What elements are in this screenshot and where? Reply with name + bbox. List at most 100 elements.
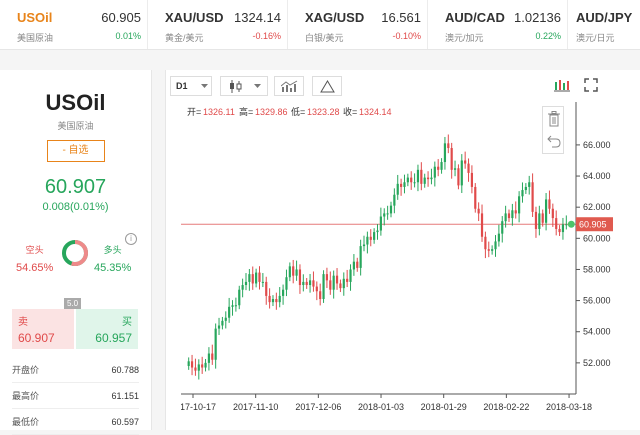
long-sentiment: 多头 45.35% [94, 243, 131, 274]
candle [416, 164, 420, 192]
stat-row-open: 开盘价 60.788 [12, 357, 139, 383]
chevron-down-icon [254, 84, 261, 88]
ticker-xag-usd[interactable]: XAG/USD 16.561 白银/美元 -0.10% [288, 0, 428, 49]
price-change: 0.008(0.01%) [42, 201, 109, 213]
candle [504, 205, 507, 228]
long-percent: 45.35% [94, 262, 132, 274]
fullscreen-button[interactable] [580, 76, 604, 96]
current-price: 60.907 [44, 176, 107, 198]
candle [295, 260, 298, 281]
candle [487, 241, 490, 258]
candle [241, 278, 244, 298]
instrument-panel: USOil 美国原油 - 自选 60.907 0.008(0.01%) 空头 5… [0, 70, 152, 435]
ticker-change: 0.22% [535, 31, 561, 41]
candle [548, 190, 551, 214]
ticker-aud-jpy[interactable]: AUD/JPY 澳元/日元 [568, 0, 640, 49]
ticker-change: -0.10% [392, 31, 421, 41]
candle [221, 316, 224, 330]
candle [555, 210, 558, 236]
chart-type-select[interactable] [220, 76, 268, 96]
candle [531, 173, 534, 217]
ohlc-label: 低= [291, 106, 305, 117]
candle [335, 268, 339, 290]
candle [201, 356, 204, 374]
current-price-dot [567, 220, 575, 228]
chart-toolbar: D1 [166, 70, 640, 100]
ticker-name: 美国原油 [17, 33, 54, 43]
y-tick-label: 56.000 [583, 296, 611, 306]
price-label-box [576, 217, 613, 232]
fullscreen-icon [584, 78, 598, 92]
undo-icon[interactable] [547, 133, 561, 149]
stats-list: 开盘价 60.788 最高价 61.151 最低价 60.597 [0, 357, 151, 435]
candle [346, 269, 349, 288]
candle [366, 231, 369, 254]
add-favorite-button[interactable]: - 自选 [46, 140, 105, 162]
chart-style-icon [554, 80, 570, 92]
candle [292, 259, 295, 284]
x-tick-label: 2017-10-17 [181, 402, 216, 412]
drawing-tool-button[interactable] [312, 76, 342, 96]
ticker-aud-cad[interactable]: AUD/CAD 1.02136 澳元/加元 0.22% [428, 0, 568, 49]
ticker-price: 1324.14 [234, 10, 281, 25]
candle [278, 287, 281, 308]
indicator-icon [281, 80, 298, 92]
buy-label: 买 [122, 317, 132, 328]
timeframe-label: D1 [176, 81, 188, 91]
x-tick-label: 2018-01-29 [421, 402, 467, 412]
ohlc-value: 1329.86 [255, 107, 288, 117]
ohlc-value: 1326.11 [203, 107, 235, 117]
ticker-name: 澳元/日元 [576, 33, 615, 43]
ticker-symbol: XAU/USD [165, 10, 224, 25]
price-label: 60.905 [579, 220, 607, 230]
candle [561, 217, 565, 240]
ticker-usoil[interactable]: USOil 60.905 美国原油 0.01% [0, 0, 148, 49]
candle [514, 201, 517, 219]
ticker-xau-usd[interactable]: XAU/USD 1324.14 黄金/美元 -0.16% [148, 0, 288, 49]
candle [477, 202, 480, 222]
candle [285, 269, 288, 297]
y-tick-label: 60.000 [583, 233, 611, 243]
candle [376, 224, 379, 240]
chart-style-button[interactable] [549, 76, 577, 96]
candle [433, 161, 436, 187]
candle [413, 173, 416, 188]
info-icon[interactable]: i [125, 233, 137, 245]
trash-icon[interactable] [547, 111, 561, 127]
candle [207, 347, 211, 371]
candle [305, 278, 308, 289]
candle [491, 245, 494, 255]
candle [312, 271, 315, 292]
timeframe-select[interactable]: D1 [170, 76, 212, 96]
ticker-price: 60.905 [101, 10, 141, 25]
candle [255, 268, 258, 288]
candle [373, 228, 376, 244]
candle [484, 231, 487, 259]
candle [349, 264, 352, 291]
candle [244, 273, 248, 291]
candle [474, 183, 477, 213]
candle [268, 288, 271, 309]
candle [403, 174, 406, 194]
y-tick-label: 52.000 [583, 358, 611, 368]
candle [197, 359, 200, 380]
price-chart[interactable]: 52.000 54.000 56.000 58.000 60.000 62.000 64.0… [170, 102, 636, 430]
candle [447, 134, 450, 154]
ticker-bar: USOil 60.905 美国原油 0.01% XAU/USD 1324.14 黄金/美元 -… [0, 0, 640, 50]
candle [410, 171, 413, 190]
candle [450, 142, 453, 179]
sell-button[interactable]: 卖 60.907 [12, 309, 74, 349]
ticker-name: 黄金/美元 [165, 33, 204, 43]
candle [393, 188, 396, 214]
buy-price: 60.957 [95, 331, 132, 345]
candle [315, 281, 318, 301]
candle [214, 323, 217, 369]
candle [362, 235, 366, 252]
indicator-button[interactable] [274, 76, 304, 96]
stat-row-high: 最高价 61.151 [12, 383, 139, 409]
sell-price: 60.907 [18, 331, 55, 345]
stat-label: 最高价 [12, 391, 40, 401]
candle [437, 159, 440, 177]
candle [507, 209, 511, 222]
buy-button[interactable]: 买 60.957 [76, 309, 138, 349]
